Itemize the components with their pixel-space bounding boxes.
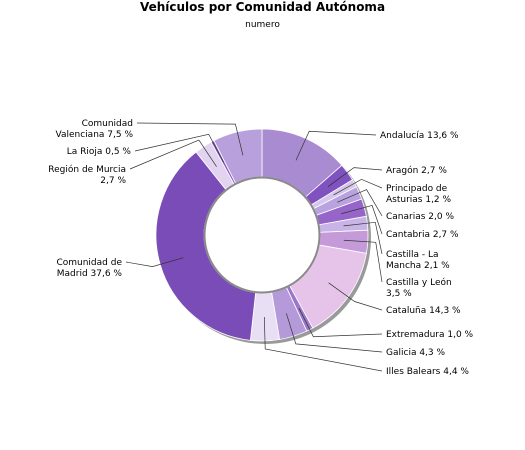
- leader-line: [328, 282, 383, 311]
- leader-line: [136, 122, 244, 156]
- slice-label: Comunidad de Madrid 37,6 %: [56, 258, 122, 279]
- slice-label: Andalucía 13,6 %: [380, 131, 459, 141]
- slice-label: Principado de Asturias 1,2 %: [386, 184, 452, 205]
- slice-label: Canarias 2,0 %: [386, 212, 454, 222]
- slice-label: Cantabria 2,7 %: [386, 230, 459, 240]
- slice-label: Illes Balears 4,4 %: [386, 367, 469, 377]
- slice-label: Aragón 2,7 %: [386, 165, 447, 176]
- chart-subtitle: numero: [245, 20, 280, 30]
- leader-line: [343, 239, 383, 283]
- leader-line: [125, 257, 184, 267]
- leader-line: [327, 167, 383, 187]
- donut-hole: [203, 176, 321, 294]
- slice-label: Galicia 4,3 %: [386, 348, 445, 358]
- leader-line: [285, 313, 383, 353]
- leader-line: [343, 221, 383, 255]
- leader-line: [333, 178, 383, 196]
- leader-line: [129, 139, 217, 170]
- slice-label: Región de Murcia 2,7 %: [48, 164, 126, 186]
- slice-label: La Rioja 0,5 %: [67, 147, 132, 157]
- slice-label: Castilla y León 3,5 %: [386, 277, 452, 299]
- leader-line: [134, 133, 224, 163]
- slice-label: Extremadura 1,0 %: [386, 330, 474, 340]
- leader-line: [341, 205, 383, 235]
- leader-line: [263, 316, 383, 372]
- slice-label: Cataluña 14,3 %: [386, 306, 461, 316]
- slice-label: Castilla - La Mancha 2,1 %: [386, 250, 450, 271]
- leader-line: [337, 189, 383, 217]
- chart-title: Vehículos por Comunidad Autónoma: [139, 0, 386, 14]
- slice-label: Comunidad Valenciana 7,5 %: [56, 119, 134, 140]
- leader-line: [298, 308, 383, 338]
- leader-line: [295, 130, 377, 161]
